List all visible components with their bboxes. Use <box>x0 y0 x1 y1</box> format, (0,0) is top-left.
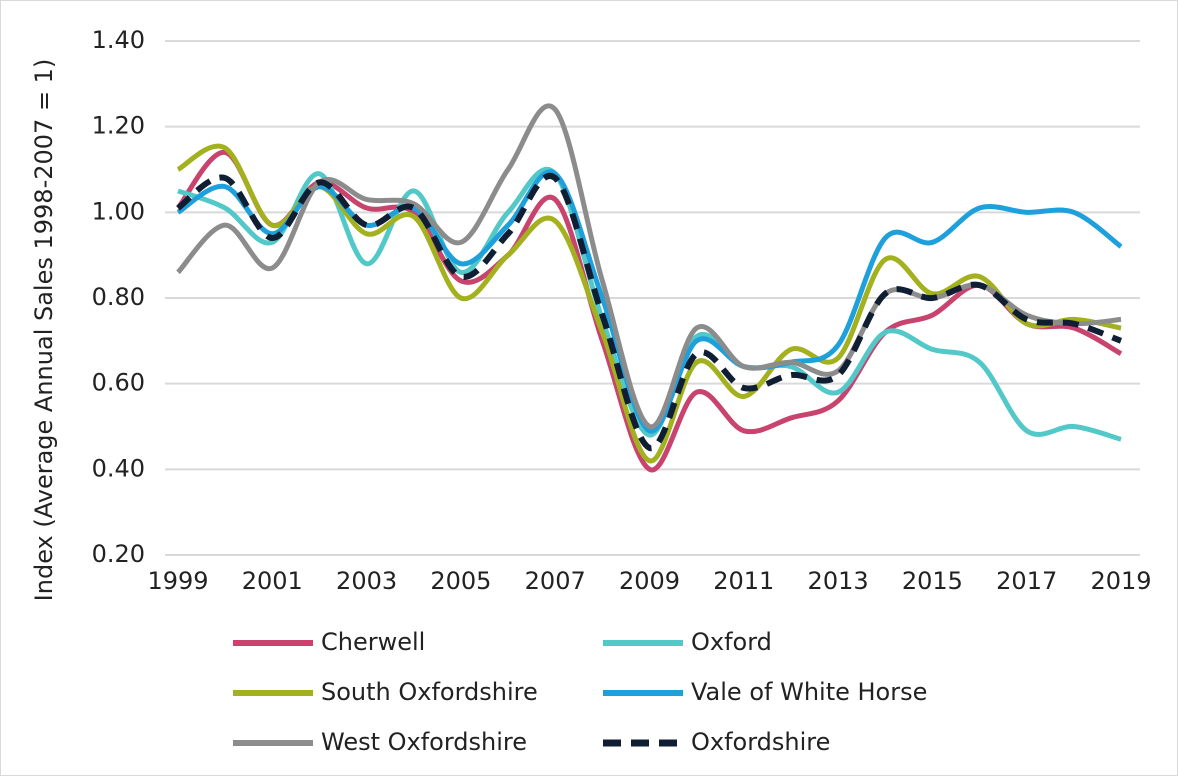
x-tick-label: 2019 <box>1090 567 1151 595</box>
x-tick-label: 2005 <box>430 567 491 595</box>
x-tick-label: 2003 <box>336 567 397 595</box>
x-tick-label: 1999 <box>147 567 208 595</box>
legend-label: Oxfordshire <box>691 728 830 756</box>
x-tick-label: 2017 <box>996 567 1057 595</box>
y-tick-label: 1.00 <box>92 197 145 225</box>
x-tick-label: 2009 <box>619 567 680 595</box>
series-line <box>176 143 1122 464</box>
y-axis-label: Index (Average Annual Sales 1998-2007 = … <box>30 59 58 602</box>
y-tick-label: 0.80 <box>92 283 145 311</box>
legend-label: South Oxfordshire <box>321 678 538 706</box>
y-tick-label: 1.40 <box>92 26 145 54</box>
y-tick-label: 0.20 <box>92 540 145 568</box>
x-tick-label: 2013 <box>808 567 869 595</box>
x-tick-label: 2015 <box>902 567 963 595</box>
legend-label: Oxford <box>691 628 772 656</box>
y-tick-label: 0.40 <box>92 454 145 482</box>
legend-label: Vale of White Horse <box>691 678 927 706</box>
series-line <box>176 172 1123 451</box>
x-tick-label: 2011 <box>713 567 774 595</box>
legend-label: West Oxfordshire <box>321 728 527 756</box>
legend-label: Cherwell <box>321 628 425 656</box>
y-tick-label: 0.60 <box>92 369 145 397</box>
x-tick-label: 2007 <box>525 567 586 595</box>
x-tick-label: 2001 <box>242 567 303 595</box>
y-tick-label: 1.20 <box>92 112 145 140</box>
